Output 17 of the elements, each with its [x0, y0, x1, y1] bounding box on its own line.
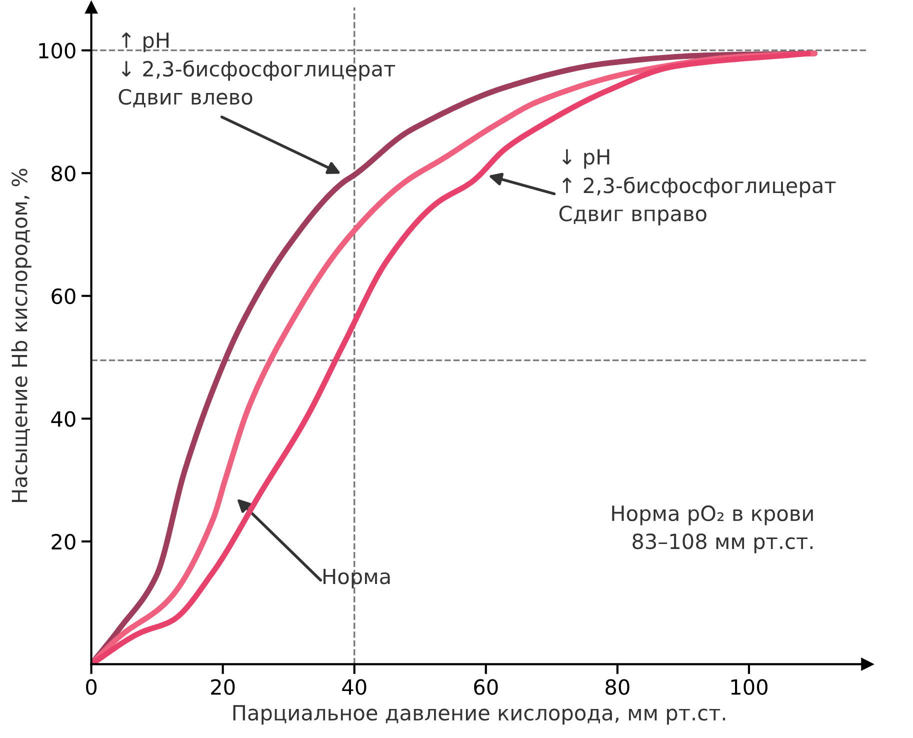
annotation: ↑ pH ↓ 2,3-бисфосфоглицерат Сдвиг влево: [118, 32, 396, 108]
annotation: Норма: [324, 568, 390, 588]
y-tick-label: 100: [39, 42, 76, 59]
x-axis-title: Парциальное давление кислорода, мм рт.ст.: [233, 705, 726, 725]
x-tick-label: 20: [211, 679, 235, 695]
y-tick-label: 20: [52, 534, 76, 550]
x-tick-label: 100: [731, 679, 768, 695]
y-tick-label: 60: [52, 288, 76, 304]
x-tick-label: 80: [606, 679, 630, 695]
annotation: Норма pO₂ в крови 83–108 мм рт.ст.: [612, 505, 813, 554]
y-tick-label: 40: [51, 411, 76, 427]
x-tick-label: 60: [474, 679, 498, 695]
annotation: ↓ pH ↑ 2,3-бисфосфоглицерат Сдвиг вправо: [559, 149, 836, 226]
y-axis-title: Насыщение Hb кислородом, %: [11, 168, 32, 502]
x-tick-label: 0: [86, 679, 97, 695]
y-tick-label: 80: [52, 166, 76, 182]
x-tick-label: 40: [342, 679, 366, 695]
